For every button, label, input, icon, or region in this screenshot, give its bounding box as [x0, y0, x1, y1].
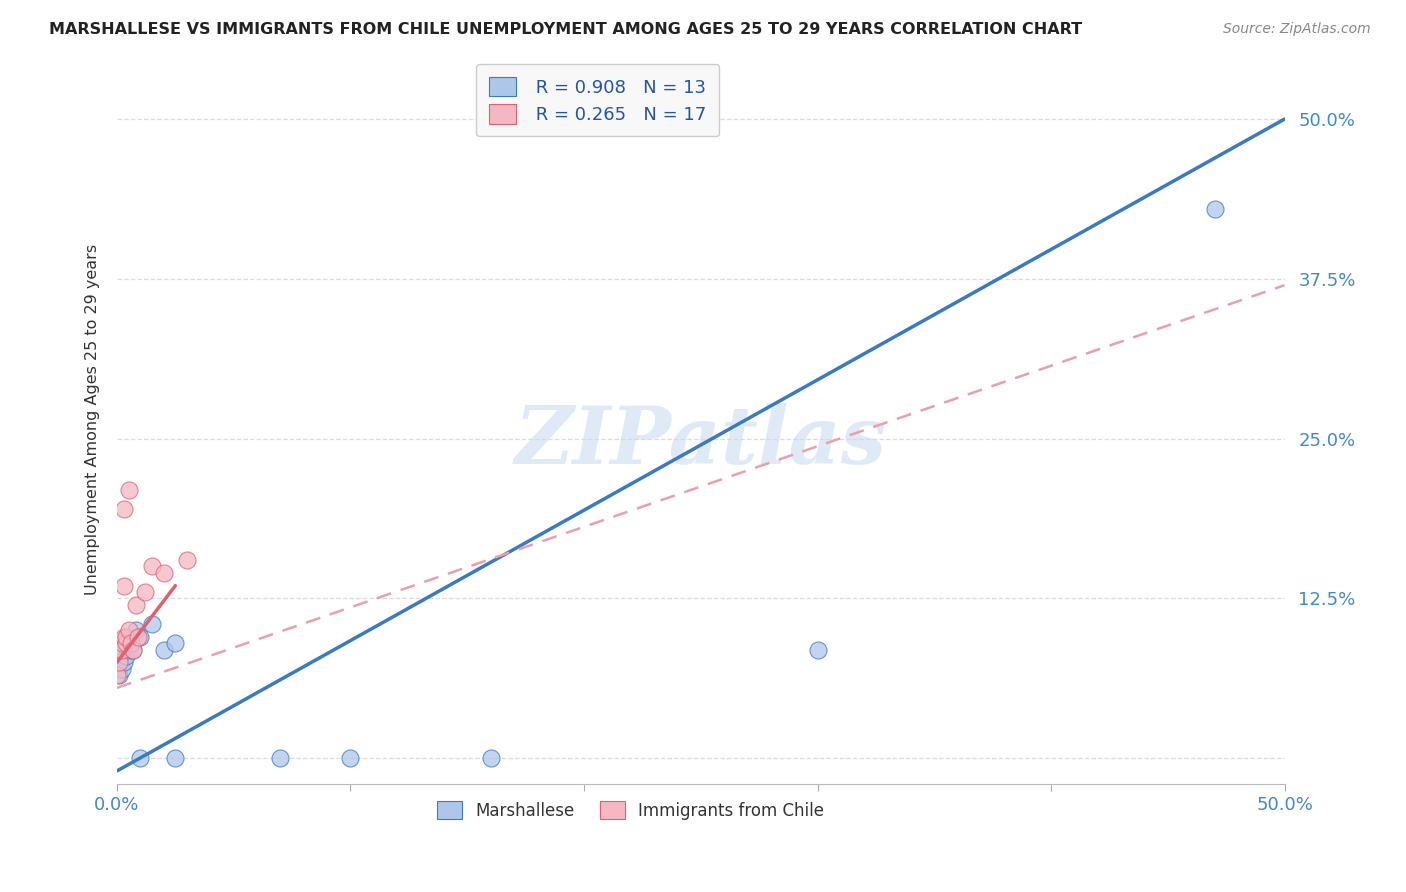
- Point: [129, 630, 152, 644]
- Point: [117, 483, 139, 497]
- Point: [111, 636, 134, 650]
- Text: Source: ZipAtlas.com: Source: ZipAtlas.com: [1223, 22, 1371, 37]
- Point: [152, 642, 174, 657]
- Point: [129, 751, 152, 765]
- Point: [339, 751, 361, 765]
- Point: [141, 617, 163, 632]
- Point: [269, 751, 291, 765]
- Legend: Marshallese, Immigrants from Chile: Marshallese, Immigrants from Chile: [430, 795, 831, 826]
- Point: [141, 559, 163, 574]
- Point: [115, 636, 138, 650]
- Point: [127, 630, 149, 644]
- Point: [115, 648, 138, 663]
- Y-axis label: Unemployment Among Ages 25 to 29 years: Unemployment Among Ages 25 to 29 years: [86, 244, 100, 595]
- Point: [120, 636, 142, 650]
- Text: ZIPatlas: ZIPatlas: [515, 402, 887, 480]
- Point: [108, 668, 131, 682]
- Point: [111, 642, 134, 657]
- Point: [112, 655, 135, 669]
- Point: [1204, 202, 1226, 216]
- Point: [112, 579, 135, 593]
- Point: [112, 630, 135, 644]
- Point: [124, 624, 146, 638]
- Point: [122, 642, 145, 657]
- Point: [115, 630, 138, 644]
- Point: [134, 585, 156, 599]
- Point: [165, 751, 187, 765]
- Text: MARSHALLESE VS IMMIGRANTS FROM CHILE UNEMPLOYMENT AMONG AGES 25 TO 29 YEARS CORR: MARSHALLESE VS IMMIGRANTS FROM CHILE UNE…: [49, 22, 1083, 37]
- Point: [176, 553, 198, 567]
- Point: [479, 751, 502, 765]
- Point: [117, 624, 139, 638]
- Point: [105, 668, 128, 682]
- Point: [117, 642, 139, 657]
- Point: [124, 598, 146, 612]
- Point: [111, 662, 134, 676]
- Point: [108, 655, 131, 669]
- Point: [152, 566, 174, 580]
- Point: [806, 642, 828, 657]
- Point: [165, 636, 187, 650]
- Point: [112, 502, 135, 516]
- Point: [122, 642, 145, 657]
- Point: [120, 636, 142, 650]
